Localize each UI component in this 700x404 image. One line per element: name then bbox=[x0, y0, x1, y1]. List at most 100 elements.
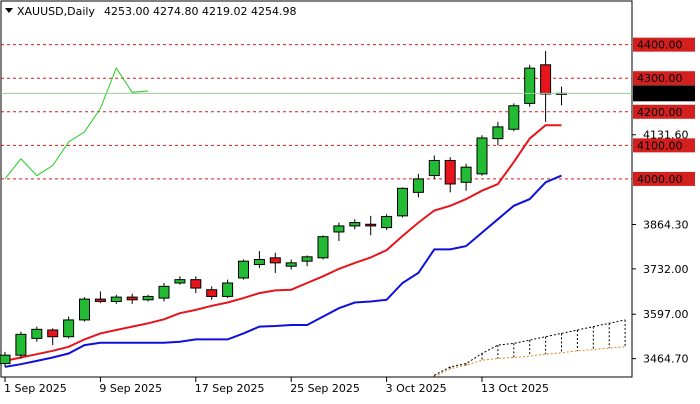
candle-body-13 bbox=[206, 289, 218, 297]
level-tag-1 bbox=[633, 71, 695, 86]
candle-29[interactable] bbox=[460, 163, 472, 191]
candle-body-23 bbox=[365, 223, 377, 227]
candle-18[interactable] bbox=[285, 259, 297, 270]
candle-body-11 bbox=[174, 279, 186, 284]
candle-22[interactable] bbox=[349, 219, 361, 230]
candle-body-0 bbox=[0, 354, 11, 365]
candlesticks[interactable] bbox=[0, 51, 567, 367]
y-axis-labels: 4400.00 4300.00 4200.00 4100.00 4000.00 4131.… bbox=[632, 37, 695, 366]
candle-body-24 bbox=[381, 216, 393, 229]
candle-34[interactable] bbox=[540, 51, 552, 122]
candle-31[interactable] bbox=[492, 121, 504, 146]
x-tick-label-3: 25 Sep 2025 bbox=[290, 382, 360, 395]
level-tag-label-3: 4100.00 bbox=[637, 139, 683, 152]
candle-4[interactable] bbox=[63, 316, 75, 339]
candle-body-16 bbox=[253, 259, 265, 266]
candle-body-6 bbox=[94, 298, 106, 302]
candle-21[interactable] bbox=[333, 222, 345, 242]
level-tag-label-2: 4200.00 bbox=[637, 106, 683, 119]
candle-body-25 bbox=[397, 187, 408, 217]
candle-3[interactable] bbox=[47, 328, 59, 346]
candle-body-32 bbox=[508, 105, 520, 130]
level-tag-2 bbox=[633, 104, 695, 119]
candle-body-19 bbox=[301, 256, 313, 262]
candle-12[interactable] bbox=[190, 276, 202, 294]
candle-19[interactable] bbox=[301, 255, 313, 267]
candle-body-33 bbox=[524, 67, 536, 104]
candle-17[interactable] bbox=[269, 252, 281, 273]
candle-30[interactable] bbox=[476, 135, 488, 176]
candle-body-34 bbox=[540, 64, 552, 95]
level-tag-4 bbox=[633, 171, 695, 186]
candle-28[interactable] bbox=[444, 157, 456, 193]
candle-body-7 bbox=[110, 296, 122, 302]
candle-16[interactable] bbox=[253, 251, 265, 268]
level-tag-3 bbox=[633, 138, 695, 153]
candle-body-9 bbox=[142, 295, 154, 301]
fast-ma-line bbox=[4, 124, 562, 362]
candle-32[interactable] bbox=[508, 103, 520, 132]
candle-body-10 bbox=[158, 285, 170, 299]
level-tag-label-4: 4000.00 bbox=[637, 173, 683, 186]
dropdown-triangle-icon[interactable] bbox=[5, 8, 13, 13]
candle-35[interactable] bbox=[556, 86, 567, 106]
x-tick-label-1: 9 Sep 2025 bbox=[99, 382, 162, 395]
candle-body-17 bbox=[269, 257, 281, 264]
candle-15[interactable] bbox=[238, 259, 249, 280]
candle-5[interactable] bbox=[79, 297, 90, 322]
ichimoku-cloud bbox=[433, 319, 626, 378]
candle-13[interactable] bbox=[206, 286, 218, 300]
candle-10[interactable] bbox=[158, 283, 170, 302]
candle-27[interactable] bbox=[428, 155, 440, 179]
y-tick-label-0: 4131.60 bbox=[643, 129, 689, 142]
moving-averages bbox=[4, 67, 562, 368]
candle-2[interactable] bbox=[31, 326, 43, 342]
candle-body-2 bbox=[31, 328, 43, 339]
candle-body-18 bbox=[285, 262, 297, 267]
candle-0[interactable] bbox=[0, 351, 11, 367]
level-tag-0 bbox=[633, 37, 695, 52]
level-lines bbox=[1, 44, 632, 180]
y-tick-label-2: 3732.00 bbox=[643, 263, 689, 276]
x-tick-label-5: 13 Oct 2025 bbox=[481, 382, 549, 395]
candle-6[interactable] bbox=[94, 291, 106, 304]
candle-body-14 bbox=[222, 282, 234, 297]
candle-body-29 bbox=[460, 166, 472, 183]
x-tick-label-4: 3 Oct 2025 bbox=[386, 382, 447, 395]
candle-body-20 bbox=[317, 236, 329, 259]
candle-14[interactable] bbox=[222, 279, 234, 299]
candle-11[interactable] bbox=[174, 276, 186, 285]
x-tick-label-0: 1 Sep 2025 bbox=[4, 382, 67, 395]
cloud-span-a bbox=[434, 319, 626, 376]
candle-8[interactable] bbox=[126, 293, 138, 304]
candle-25[interactable] bbox=[397, 187, 408, 218]
candle-20[interactable] bbox=[317, 235, 329, 260]
symbol-label: XAUUSD,Daily bbox=[17, 5, 95, 18]
ohlc-values: 4253.00 4274.80 4219.02 4254.98 bbox=[104, 5, 296, 18]
candle-body-12 bbox=[190, 279, 202, 289]
candle-23[interactable] bbox=[365, 215, 377, 236]
candle-body-8 bbox=[126, 296, 138, 301]
candle-7[interactable] bbox=[110, 294, 122, 304]
candle-body-21 bbox=[333, 225, 345, 233]
candle-24[interactable] bbox=[381, 214, 393, 230]
level-tag-label-1: 4300.00 bbox=[637, 72, 683, 85]
candle-body-26 bbox=[412, 178, 424, 193]
candle-33[interactable] bbox=[524, 64, 536, 107]
current-price-tag bbox=[633, 85, 695, 102]
candle-1[interactable] bbox=[15, 331, 27, 359]
candle-26[interactable] bbox=[412, 173, 424, 198]
y-tick-label-1: 3864.30 bbox=[643, 218, 689, 231]
candle-body-15 bbox=[238, 260, 249, 279]
level-tag-label-0: 4400.00 bbox=[637, 39, 683, 52]
candle-body-5 bbox=[79, 298, 90, 321]
y-tick-label-3: 3597.00 bbox=[643, 308, 689, 321]
candle-body-1 bbox=[15, 333, 27, 356]
candle-body-4 bbox=[63, 319, 75, 338]
chart-header: XAUUSD,Daily 4253.00 4274.80 4219.02 425… bbox=[5, 5, 296, 18]
chikou-line bbox=[4, 67, 149, 180]
candle-9[interactable] bbox=[142, 294, 154, 302]
candle-body-3 bbox=[47, 329, 59, 338]
